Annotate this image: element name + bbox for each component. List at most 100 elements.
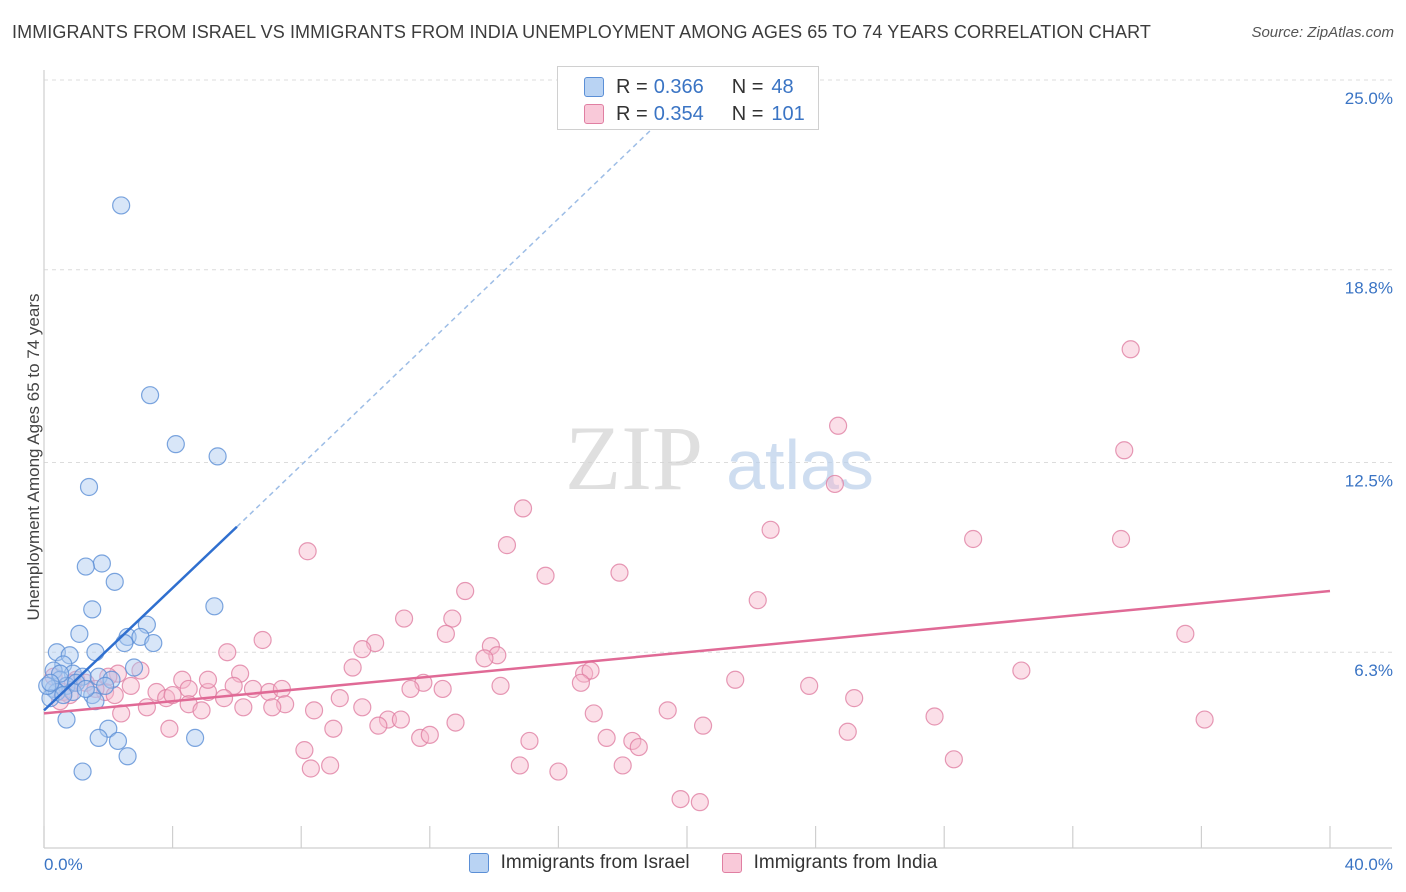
trend-lines: [43, 79, 1331, 715]
israel-point: [186, 728, 205, 748]
india-point: [584, 704, 603, 723]
india-point: [748, 591, 767, 610]
india-point: [160, 719, 179, 738]
india-point: [475, 649, 494, 668]
israel-point: [76, 557, 95, 576]
israel-point: [83, 600, 102, 619]
axes: [43, 70, 1392, 849]
israel-point: [50, 664, 70, 683]
india-point: [1012, 661, 1031, 680]
india-point: [321, 756, 340, 775]
india-point: [536, 566, 555, 585]
india-point: [944, 750, 963, 769]
india-point: [301, 759, 320, 778]
israel-point: [140, 386, 160, 405]
india-point: [105, 685, 124, 705]
y-tick-label: 6.3%: [1354, 661, 1393, 680]
israel-point: [73, 762, 92, 781]
watermark-atlas: atlas: [726, 426, 874, 504]
india-point: [925, 707, 944, 726]
india-point: [571, 673, 591, 692]
israel-point: [99, 719, 118, 738]
india-point: [179, 679, 198, 699]
y-tick-label: 25.0%: [1345, 89, 1393, 108]
watermark: ZIP atlas: [565, 407, 874, 509]
india-point: [198, 670, 218, 689]
india-point: [343, 658, 362, 677]
israel-point: [54, 685, 73, 705]
india-point: [391, 710, 410, 729]
israel-point: [38, 676, 57, 695]
israel-point: [144, 633, 163, 653]
israel-point: [70, 624, 89, 643]
india-point: [456, 581, 475, 601]
source-label: Source: ZipAtlas.com: [1251, 24, 1394, 41]
india-point: [610, 563, 629, 582]
legend-n-value: 101: [771, 102, 805, 125]
israel-point: [108, 731, 128, 751]
israel-point: [95, 676, 115, 695]
series-legend-israel: Immigrants from Israel: [468, 852, 690, 874]
india-point: [629, 737, 648, 757]
watermark-zip: ZIP: [565, 407, 703, 509]
chart-title: IMMIGRANTS FROM ISRAEL VS IMMIGRANTS FRO…: [12, 22, 1151, 42]
india-point: [845, 689, 864, 708]
india-point: [1115, 441, 1134, 460]
correlation-legend: R = 0.366 N = 48 R = 0.354 N = 101: [557, 66, 819, 130]
legend-r-label: R =: [616, 75, 648, 98]
india-point: [549, 762, 568, 781]
india-point: [304, 701, 324, 720]
india-point: [214, 689, 234, 708]
india-point: [218, 643, 237, 662]
india-point: [401, 679, 420, 699]
india-point: [761, 520, 780, 539]
israel-point: [60, 646, 79, 665]
india-point: [613, 756, 632, 775]
india-point: [964, 529, 983, 549]
legend-n-label: N =: [731, 102, 764, 125]
india-trend-line: [43, 589, 1331, 715]
india-point: [353, 698, 372, 717]
israel-point: [79, 477, 99, 497]
israel-point: [208, 447, 227, 466]
india-point: [394, 609, 414, 628]
india-point: [234, 698, 253, 717]
israel-trend-line: [43, 525, 238, 712]
series-name-india: Immigrants from India: [753, 852, 938, 873]
india-points: [44, 340, 1214, 812]
india-point: [1195, 710, 1214, 729]
tick-labels: 6.3% 12.5% 18.8% 25.0% 0.0% 40.0%: [44, 89, 1393, 874]
legend-r-value: 0.366: [653, 75, 704, 98]
india-point: [353, 640, 372, 659]
india-point: [173, 670, 192, 689]
israel-point: [57, 710, 76, 729]
series-legend-india: Immigrants from India: [721, 852, 938, 874]
india-point: [137, 698, 156, 717]
india-point: [263, 698, 282, 717]
series-swatch-israel: [468, 853, 489, 873]
y-tick-label: 12.5%: [1345, 472, 1393, 491]
india-point: [1111, 529, 1131, 549]
india-point: [420, 725, 439, 744]
india-point: [446, 713, 465, 732]
legend-n-value: 48: [771, 75, 794, 98]
y-tick-label: 18.8%: [1345, 279, 1393, 298]
israel-point: [89, 728, 108, 748]
legend-r-value: 0.354: [653, 102, 704, 125]
india-point: [693, 716, 713, 735]
legend-swatch-israel: [584, 77, 604, 97]
india-point: [298, 542, 317, 561]
india-point: [1121, 340, 1140, 359]
india-point: [800, 676, 819, 695]
legend-row-israel: R = 0.366 N = 48: [584, 75, 794, 99]
israel-point: [76, 679, 95, 699]
israel-point: [166, 435, 185, 454]
israel-point: [92, 554, 111, 573]
legend-r-label: R =: [616, 102, 648, 125]
india-point: [829, 416, 848, 435]
legend-row-india: R = 0.354 N = 101: [584, 102, 805, 126]
india-point: [295, 741, 314, 760]
india-point: [272, 679, 292, 699]
israel-point: [124, 658, 144, 677]
